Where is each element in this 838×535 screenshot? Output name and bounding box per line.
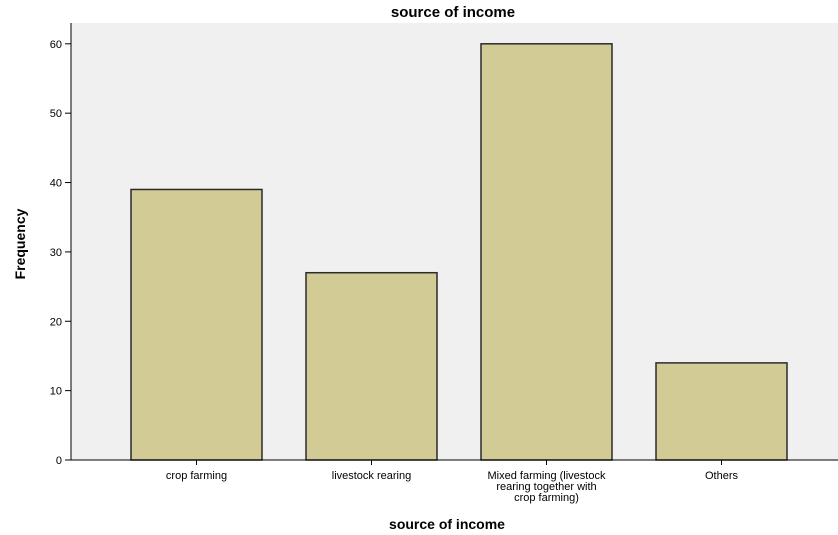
y-tick-label: 10: [50, 386, 62, 398]
y-tick-label: 50: [50, 108, 62, 120]
y-tick-label: 30: [50, 247, 62, 259]
y-tick-label: 0: [56, 455, 62, 467]
bar-3: [480, 43, 613, 461]
y-ticks-group: 0 10 20 30 40 50 60: [50, 39, 71, 467]
y-axis-title: Frequency: [12, 208, 28, 279]
bar-4: [655, 362, 788, 461]
chart-title: source of income: [391, 4, 515, 21]
bar-2: [305, 271, 438, 461]
y-tick-label: 20: [50, 316, 62, 328]
bar-1: [130, 188, 263, 461]
x-axis-title: source of income: [389, 516, 505, 532]
y-tick-label: 60: [50, 39, 62, 51]
x-ticks-group: crop farming livestock rearing Mixed farmi…: [166, 460, 739, 504]
y-tick-label: 40: [50, 178, 62, 190]
x-tick-label: Mixed farming (livestock rearing together…: [488, 470, 606, 504]
bars-group: [130, 43, 788, 461]
x-tick-label: crop farming: [166, 470, 227, 482]
x-tick-label: Others: [705, 470, 739, 482]
x-tick-label: livestock rearing: [332, 470, 411, 482]
